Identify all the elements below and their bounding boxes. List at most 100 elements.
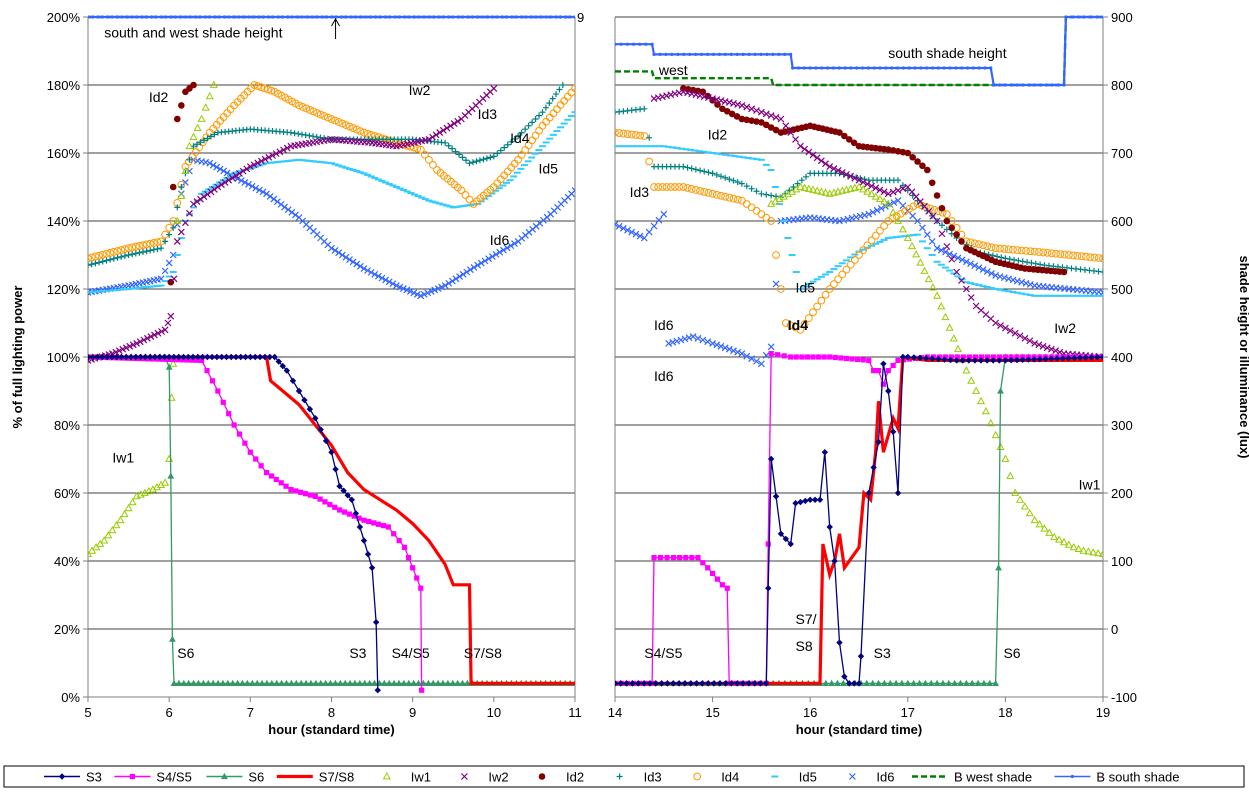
series-s4-s5-point [194, 357, 200, 363]
series-s4-s5-point [366, 518, 372, 525]
series-b-south-shade-point [232, 15, 236, 19]
series-b-south-shade-point [164, 15, 168, 19]
series-id4-point [742, 200, 751, 208]
series-id6-point [406, 288, 414, 295]
series-s7-s8 [88, 355, 575, 685]
series-iw1-point [209, 80, 218, 88]
series-id4-point [991, 244, 1000, 253]
series-id6-point [865, 210, 873, 218]
series-iw1-point [1064, 540, 1073, 548]
series-id4-point [1052, 249, 1060, 258]
series-s4-s5-point [972, 354, 978, 360]
series-id4-point [331, 116, 340, 125]
annotation-south-shade-height: south shade height [888, 45, 1006, 61]
series-s3-point [312, 415, 319, 422]
series-iw1-point [949, 334, 958, 342]
series-b-south-shade-point [354, 15, 358, 19]
series-id6-point [958, 256, 966, 264]
series-id4-point [729, 194, 738, 203]
series-id4-point [109, 248, 118, 256]
series-s4-s5-point [371, 520, 377, 526]
series-id4-point [675, 183, 684, 191]
series-iw2-point [265, 153, 273, 161]
series-b-south-shade-point [1044, 83, 1048, 87]
series-b-south-shade-point [960, 66, 964, 70]
series-id6-point [270, 195, 278, 203]
series-s6-point [892, 679, 900, 686]
series-s4-s5-point [174, 357, 180, 363]
series-id3-point [140, 248, 147, 255]
series-id4-point [708, 189, 717, 198]
series-id3-point [150, 246, 157, 253]
series-id6-point [470, 264, 478, 271]
series-b-south-shade-point [237, 15, 241, 19]
y-tick-label-right: 400 [1111, 350, 1133, 365]
series-id4-point [679, 183, 688, 191]
series-s4-s5-point [960, 354, 966, 360]
series-s4-s5-point [396, 538, 402, 544]
series-iw2-point [1043, 344, 1051, 352]
series-s3-point [352, 510, 360, 517]
series-id2-point [723, 108, 731, 115]
series-s3-point [889, 428, 897, 435]
series-id3-point [697, 167, 704, 174]
series-b-south-shade-point [563, 15, 567, 19]
series-id6-point [500, 246, 507, 254]
series-id3-point [143, 248, 150, 255]
series-s4-s5-point [895, 357, 901, 363]
series-s4-s5-point [651, 555, 657, 561]
series-id2-point [924, 166, 931, 174]
series-iw2-point [997, 322, 1004, 329]
series-s3-point [122, 353, 130, 361]
series-iw2-point [246, 163, 254, 171]
series-b-south-shade-point [717, 52, 721, 57]
series-iw1-point [800, 183, 809, 191]
series-b-south-shade-point [222, 15, 226, 19]
series-s3-point [289, 377, 297, 384]
series-id3-point [96, 259, 103, 266]
series-iw1-point [893, 216, 903, 224]
series-s3-point [266, 353, 274, 361]
series-b-south-shade-point [1101, 15, 1103, 19]
series-id6-point [632, 230, 640, 238]
series-id6-point [481, 257, 489, 265]
series-iw1-point [161, 478, 170, 486]
series-b-south-shade-point [91, 15, 95, 19]
series-s3-point [1025, 356, 1032, 363]
series-id3-point [166, 231, 173, 238]
series-id3-point [107, 256, 114, 263]
series-id2-point [914, 158, 921, 165]
series-b-south-shade [615, 15, 1103, 87]
annotation-s3: S3 [349, 645, 366, 661]
series-s6 [88, 353, 575, 686]
series-id3-point [200, 137, 207, 144]
series-s3-point [836, 639, 843, 646]
series-s3-point [704, 680, 712, 687]
series-s3-point [1042, 355, 1049, 363]
legend-id5-label: Id5 [799, 770, 817, 785]
x-tick-label: 6 [166, 705, 173, 720]
series-s3-point [99, 353, 106, 361]
annotation-iw2: Iw2 [409, 82, 431, 98]
series-b-south-shade-point [558, 15, 562, 19]
series-id4-point [909, 202, 918, 211]
series-s6-point [361, 679, 369, 686]
series-s3-point [681, 680, 689, 687]
series-iw2-point [943, 243, 951, 250]
series-id4-point [563, 92, 572, 101]
series-s3-point [802, 497, 809, 505]
series-iw2-point [119, 345, 127, 353]
series-iw2-point [953, 268, 961, 276]
series-iw2-point [436, 129, 444, 137]
series-b-south-shade-point [705, 52, 710, 57]
series-b-south-shade-point [388, 15, 392, 19]
series-id3-point [114, 254, 121, 261]
series-id5 [615, 145, 1103, 297]
series-iw2-point [889, 188, 897, 196]
series-b-south-shade-point [451, 15, 455, 19]
series-id6-point [507, 242, 515, 250]
series-id6-point [216, 165, 224, 173]
series-id3-point [753, 188, 760, 195]
series-id4-point [721, 192, 730, 201]
series-s3-point [777, 530, 785, 537]
